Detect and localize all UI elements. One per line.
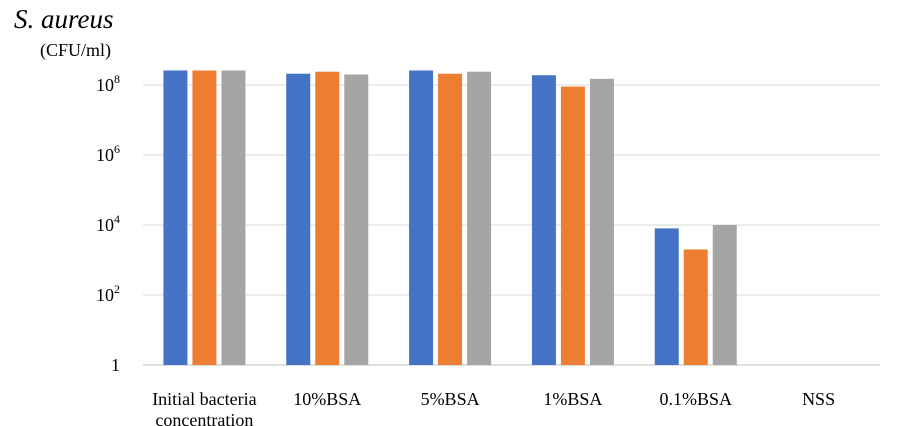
bar [409, 70, 434, 366]
bar [315, 71, 340, 366]
x-category-label: Initial bacteria concentration [152, 389, 256, 426]
y-tick-label: 104 [96, 212, 120, 235]
bar [654, 228, 679, 365]
bar [560, 86, 585, 366]
x-category-label: 0.1%BSA [659, 389, 732, 409]
bar [712, 225, 737, 365]
y-tick-label: 1 [111, 355, 120, 375]
y-tick-label: 102 [96, 282, 120, 305]
bar [286, 73, 311, 366]
bar [163, 70, 188, 366]
y-axis-unit-label: (CFU/ml) [40, 40, 112, 60]
x-category-label: 5%BSA [421, 389, 480, 409]
x-category-label: NSS [802, 389, 835, 409]
bar [438, 73, 463, 366]
bar [467, 71, 492, 366]
chart-title: S. aureus [14, 4, 114, 34]
bar [589, 78, 614, 366]
bar [531, 75, 556, 365]
y-tick-label: 108 [96, 72, 120, 95]
bar [192, 70, 217, 366]
x-category-label: 10%BSA [293, 389, 361, 409]
bar [344, 74, 369, 365]
x-category-label: 1%BSA [543, 389, 602, 409]
y-tick-label: 106 [96, 142, 120, 165]
bar [221, 70, 246, 366]
bar [683, 249, 708, 365]
